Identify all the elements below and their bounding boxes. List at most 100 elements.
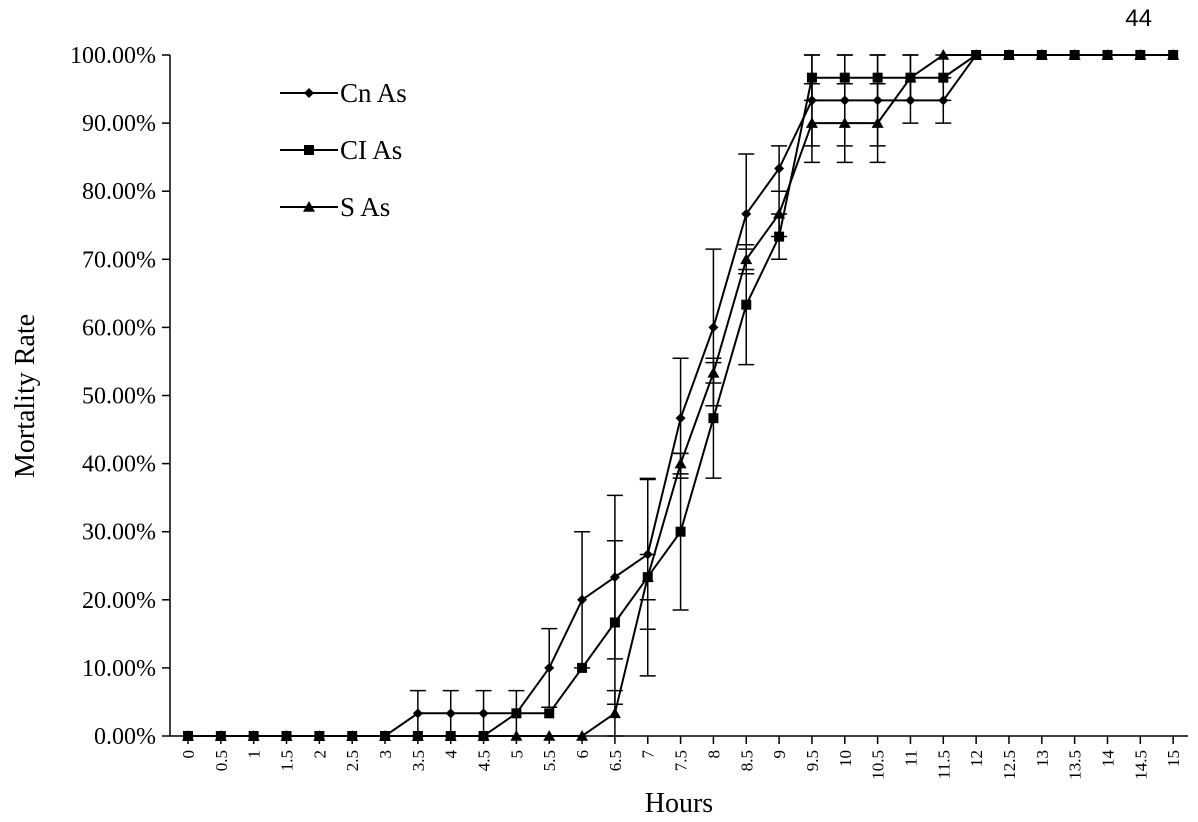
x-tick-label: 7.5: [672, 750, 691, 771]
x-tick-label: 12: [967, 750, 986, 767]
series-point-square: [511, 708, 522, 719]
series-point-diamond: [938, 95, 949, 106]
series-point-diamond: [708, 322, 719, 333]
x-tick-label: 6: [573, 750, 592, 759]
series-point-triangle: [182, 730, 194, 741]
series-point-square: [708, 413, 719, 424]
series-point-square: [774, 231, 785, 242]
series-point-diamond: [741, 208, 752, 219]
x-tick-label: 1: [245, 750, 264, 759]
series-point-diamond: [609, 572, 620, 583]
series-point-triangle: [543, 730, 556, 741]
series-point-triangle: [838, 117, 851, 128]
series-point-triangle: [1068, 49, 1081, 60]
series-point-triangle: [477, 730, 490, 741]
series-point-triangle: [1167, 49, 1180, 60]
y-tick-label: 60.00%: [82, 315, 156, 341]
series-point-triangle: [970, 49, 983, 60]
series-point-triangle: [280, 730, 293, 741]
series-point-diamond: [839, 95, 850, 106]
series-point-square: [675, 526, 686, 537]
series-point-diamond: [478, 708, 489, 719]
series-point-diamond: [675, 413, 686, 424]
series-point-diamond: [774, 163, 785, 174]
x-tick-label: 9: [770, 750, 789, 759]
series-point-triangle: [608, 707, 621, 719]
series-point-square: [938, 72, 949, 83]
series-point-triangle: [444, 730, 457, 741]
x-tick-label: 1.5: [278, 750, 297, 771]
series-point-diamond: [412, 708, 423, 719]
series-point-triangle: [1134, 49, 1147, 60]
x-tick-label: 14: [1098, 750, 1117, 768]
series-point-triangle: [303, 201, 315, 212]
series-point-triangle: [707, 366, 720, 378]
series-point-triangle: [1035, 49, 1048, 60]
x-tick-label: 15: [1164, 750, 1183, 767]
series-point-square: [609, 617, 620, 628]
series-point-diamond: [304, 88, 314, 98]
series-point-triangle: [313, 730, 326, 741]
series-point-square: [839, 72, 850, 83]
x-tick-label: 8: [704, 750, 723, 759]
x-tick-label: 0.5: [212, 750, 231, 771]
legend-label: CI As: [340, 135, 402, 165]
x-tick-label: 0: [179, 750, 198, 759]
series-point-square: [304, 145, 314, 155]
x-tick-label: 11: [901, 750, 920, 766]
x-tick-label: 8.5: [737, 750, 756, 771]
y-tick-label: 40.00%: [82, 452, 156, 478]
x-tick-label: 10: [836, 750, 855, 767]
x-axis-title: Hours: [645, 788, 713, 819]
series-point-diamond: [642, 549, 653, 560]
series-point-triangle: [871, 117, 884, 128]
series-point-triangle: [1101, 49, 1114, 60]
x-tick-label: 2: [310, 750, 329, 759]
series-point-triangle: [805, 117, 818, 128]
x-tick-label: 13.5: [1066, 750, 1085, 780]
series-point-triangle: [740, 253, 753, 265]
series-point-diamond: [544, 662, 555, 673]
x-tick-label: 12.5: [1000, 750, 1019, 780]
y-tick-label: 0.00%: [94, 724, 156, 750]
x-tick-label: 14.5: [1131, 750, 1150, 780]
legend-label: S As: [340, 192, 390, 222]
y-tick-label: 50.00%: [82, 384, 156, 410]
series-point-diamond: [905, 95, 916, 106]
series-point-triangle: [773, 207, 786, 219]
x-tick-label: 9.5: [803, 750, 822, 771]
series-point-triangle: [214, 730, 227, 741]
series-point-triangle: [576, 730, 589, 741]
y-tick-label: 80.00%: [82, 179, 156, 205]
series-point-triangle: [1002, 49, 1015, 60]
y-tick-label: 10.00%: [82, 656, 156, 682]
axes: [169, 55, 1188, 737]
legend: Cn As CI As S As: [280, 78, 407, 222]
series-point-triangle: [674, 457, 687, 469]
series-point-triangle: [510, 730, 523, 741]
series-point-triangle: [937, 49, 950, 60]
x-tick-label: 6.5: [606, 750, 625, 771]
series-point-triangle: [379, 730, 392, 741]
y-tick-label: 70.00%: [82, 247, 156, 273]
x-ticks: 0 0.5 1 1.5 2 2.5 3 3.5 4 4.5 5 5.5 6 6.5 7 7.5 8 8.5 9 9.5…: [179, 736, 1183, 780]
x-tick-label: 11.5: [934, 750, 953, 779]
page-number: 44: [1125, 5, 1152, 32]
x-tick-label: 3: [376, 750, 395, 759]
y-tick-label: 20.00%: [82, 588, 156, 614]
x-tick-label: 4: [442, 750, 461, 759]
series-point-diamond: [872, 95, 883, 106]
series-point-square: [577, 662, 588, 673]
x-tick-label: 5.5: [540, 750, 559, 771]
legend-label: Cn As: [340, 78, 407, 108]
x-tick-label: 5: [507, 750, 526, 759]
x-tick-label: 2.5: [343, 750, 362, 771]
x-tick-label: 10.5: [869, 750, 888, 780]
series-point-diamond: [806, 95, 817, 106]
error-bars: [409, 54, 952, 737]
y-ticks: 0.00% 10.00% 20.00% 30.00% 40.00% 50.00% 60.00…: [70, 43, 170, 750]
series-point-triangle: [346, 730, 359, 741]
y-tick-label: 100.00%: [70, 43, 156, 69]
x-tick-label: 7: [639, 750, 658, 759]
